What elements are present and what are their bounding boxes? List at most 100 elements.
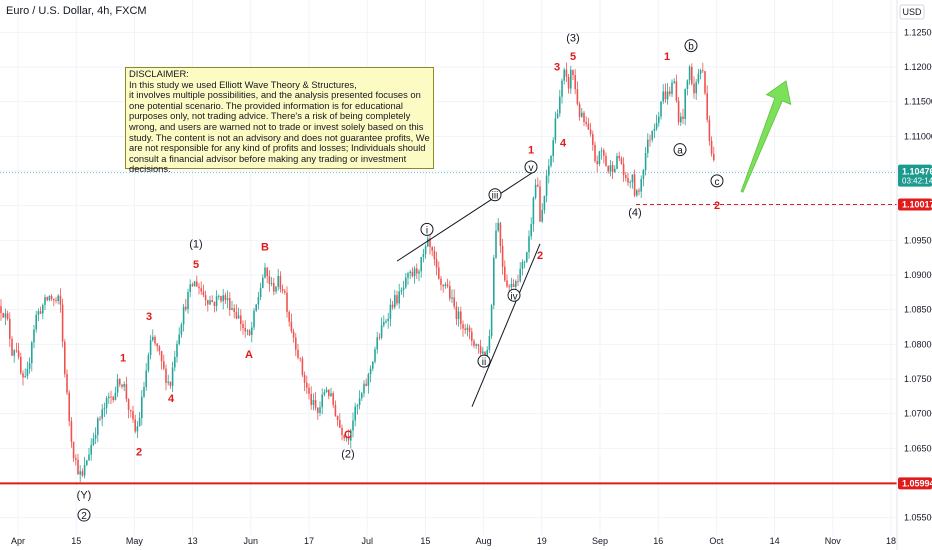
candle-body — [9, 318, 11, 339]
candle-body — [336, 416, 339, 421]
candle-body — [213, 302, 216, 307]
candle-body — [565, 69, 568, 77]
candle-body — [497, 222, 499, 231]
candle-body — [132, 411, 134, 420]
candle-body — [385, 320, 387, 323]
price-axis[interactable]: 1.055001.060001.065001.070001.075001.080… — [904, 27, 932, 522]
candle-body — [24, 376, 26, 378]
chart-title: Euro / U.S. Dollar, 4h, FXCM — [6, 5, 147, 17]
candle-body — [312, 399, 315, 405]
candle-body — [708, 119, 711, 141]
candle-body — [658, 116, 660, 123]
wave-label: v — [529, 163, 534, 174]
candle-body — [622, 163, 625, 176]
x-tick-label: 19 — [537, 536, 547, 546]
candle-body — [154, 336, 156, 344]
candle-body — [574, 75, 576, 90]
candle-body — [625, 175, 627, 178]
candle-body — [178, 334, 180, 344]
candle-body — [61, 304, 64, 342]
wave-label: b — [688, 42, 694, 53]
candle-body — [207, 300, 209, 305]
candle-body — [576, 89, 579, 105]
candle-body — [259, 287, 262, 298]
level-badge-label: 1.05994 — [902, 478, 932, 488]
candle-body — [477, 344, 480, 347]
candle-body — [90, 444, 92, 455]
candle-body — [693, 83, 695, 94]
candle-body — [468, 327, 471, 332]
candle-body — [706, 93, 708, 120]
candle-body — [105, 398, 108, 408]
candle-body — [387, 318, 389, 321]
y-tick-label: 1.09500 — [904, 235, 932, 245]
candle-body — [218, 296, 220, 297]
candle-body — [222, 295, 224, 302]
candle-body — [618, 155, 620, 159]
candle-body — [20, 356, 22, 374]
candle-body — [361, 393, 363, 399]
candle-body — [589, 129, 592, 135]
candle-body — [409, 271, 411, 274]
wave-label: 5 — [570, 51, 576, 63]
candle-body — [66, 373, 68, 393]
candle-body — [6, 313, 9, 319]
candle-body — [455, 306, 458, 320]
candle-body — [435, 259, 438, 268]
x-tick-label: Oct — [709, 536, 724, 546]
candle-body — [77, 459, 79, 475]
candle-body — [578, 104, 581, 117]
candle-body — [44, 297, 46, 305]
candle-body — [532, 197, 535, 225]
candle-body — [240, 315, 242, 325]
candle-body — [22, 373, 24, 378]
candle-body — [358, 398, 361, 406]
wave-label: (Y) — [77, 489, 92, 501]
current-price-label: 1.10476 — [902, 167, 932, 177]
candle-body — [587, 123, 590, 130]
candle-body — [264, 267, 266, 278]
candle-body — [598, 151, 601, 165]
y-tick-label: 1.08500 — [904, 305, 932, 315]
candle-body — [116, 379, 119, 393]
candle-body — [603, 150, 605, 156]
candle-body — [83, 464, 86, 476]
wave-label: 2 — [81, 511, 87, 522]
time-axis[interactable]: Apr 15 May 13 Jun 17 Jul 15 Aug 19 Sep 16 Oct 14 Nov 18 — [11, 536, 896, 546]
candle-body — [541, 210, 543, 222]
candle-body — [620, 158, 623, 164]
candle-body — [345, 437, 348, 439]
candle-body — [244, 328, 246, 332]
candle-body — [341, 427, 343, 436]
candle-body — [70, 420, 73, 442]
x-tick-label: 15 — [71, 536, 81, 546]
candle-body — [277, 276, 279, 287]
candle-body — [519, 268, 521, 282]
disclaimer-line1: In this study we used Elliott Wave Theor… — [129, 78, 357, 90]
wave-label-circle — [524, 160, 538, 174]
x-tick-label: Apr — [11, 536, 25, 546]
candle-body — [611, 165, 614, 172]
wave-label-circle — [488, 188, 502, 202]
candle-body — [321, 394, 323, 408]
candle-body — [554, 118, 557, 141]
candle-body — [495, 230, 497, 258]
candle-body — [633, 174, 636, 196]
currency-label: USD — [902, 7, 922, 17]
y-tick-label: 1.11000 — [904, 131, 932, 141]
x-tick-label: 15 — [420, 536, 430, 546]
candle-body — [160, 351, 163, 362]
candle-body — [416, 268, 418, 274]
candle-body — [48, 295, 51, 301]
candle-body — [275, 286, 277, 292]
currency-button[interactable] — [899, 4, 925, 20]
wave-label-circle — [673, 143, 687, 157]
candle-body — [521, 262, 524, 269]
candle-body — [284, 290, 286, 293]
candle-body — [79, 471, 81, 475]
candle-body — [57, 295, 59, 301]
candle-body — [411, 271, 414, 277]
candle-body — [0, 306, 2, 313]
candle-body — [669, 91, 671, 94]
candle-body — [396, 295, 398, 304]
